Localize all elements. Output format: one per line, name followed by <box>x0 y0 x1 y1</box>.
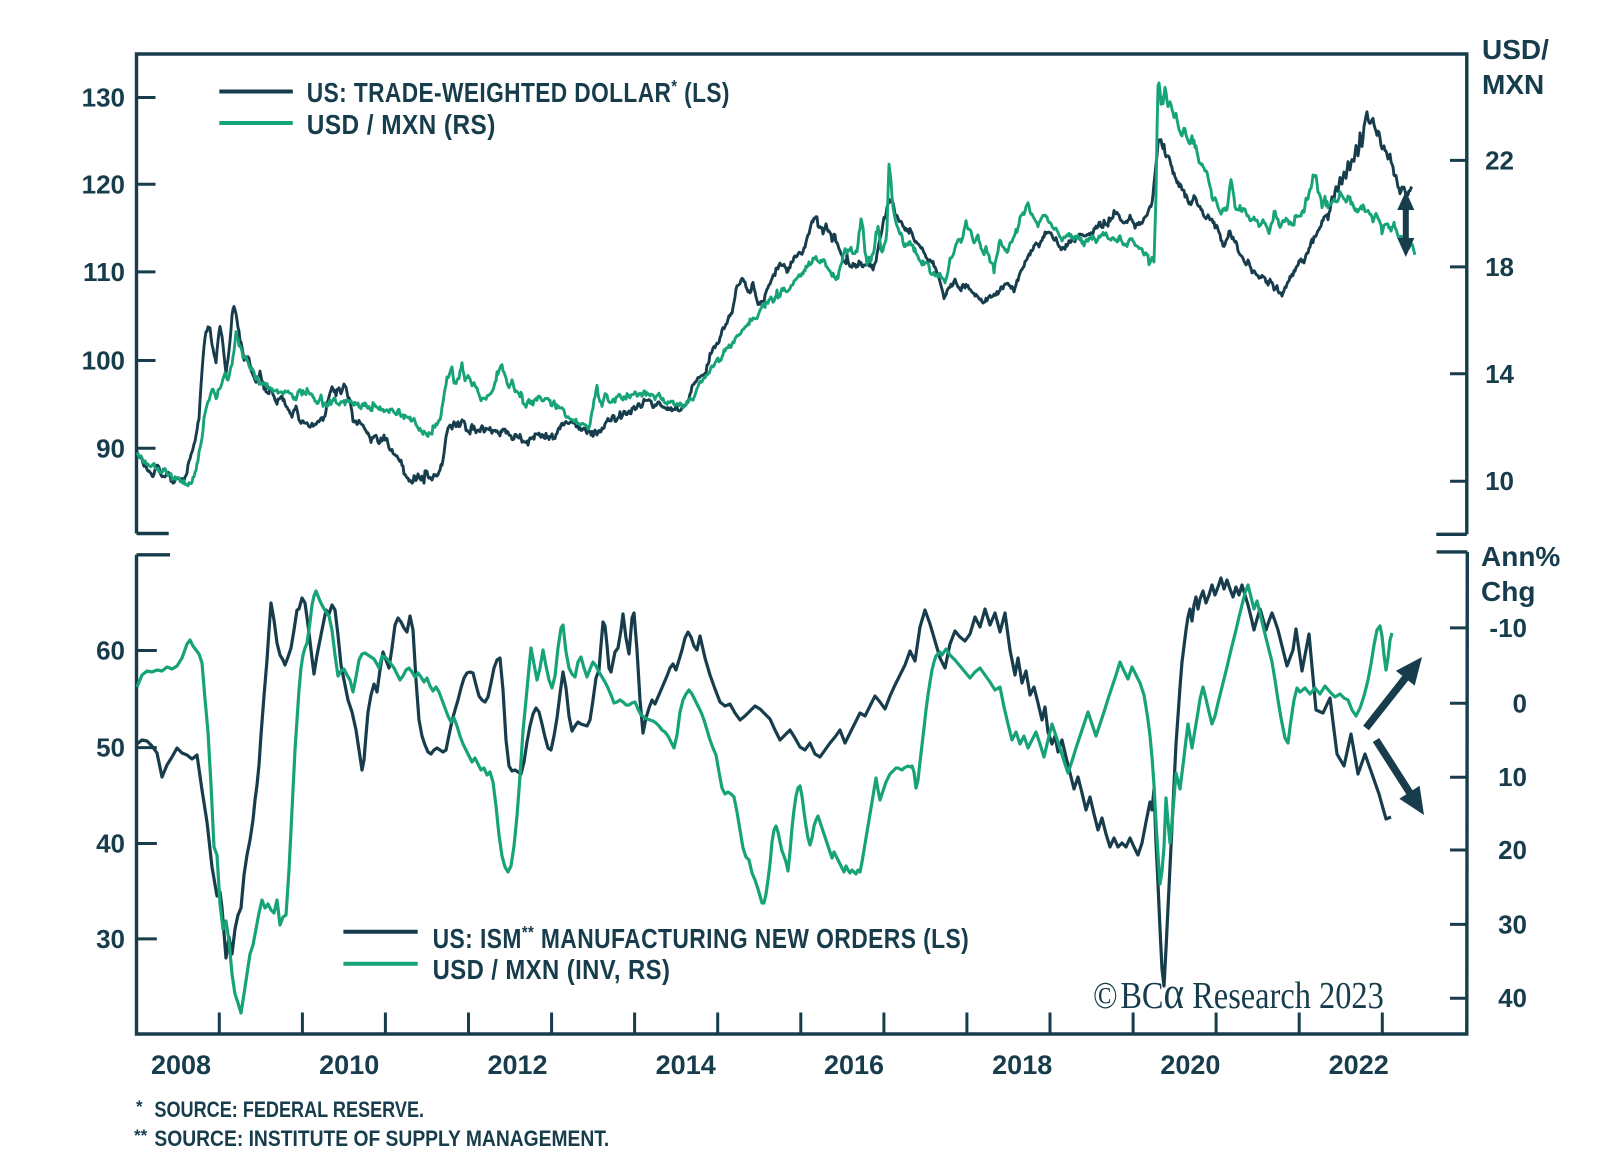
svg-text:10: 10 <box>1485 466 1514 496</box>
svg-text:110: 110 <box>83 257 125 287</box>
svg-text:0: 0 <box>1513 688 1527 718</box>
svg-text:SOURCE: INSTITUTE OF SUPPLY MA: SOURCE: INSTITUTE OF SUPPLY MANAGEMENT. <box>154 1127 609 1151</box>
svg-text:2020: 2020 <box>1160 1050 1220 1080</box>
svg-text:MXN: MXN <box>1482 69 1544 100</box>
svg-text:**: ** <box>134 1126 148 1145</box>
svg-text:US: TRADE-WEIGHTED DOLLAR* (LS: US: TRADE-WEIGHTED DOLLAR* (LS) <box>307 77 730 109</box>
svg-text:22: 22 <box>1485 145 1514 175</box>
svg-text:40: 40 <box>96 829 125 859</box>
svg-text:USD / MXN (RS): USD / MXN (RS) <box>307 108 496 140</box>
svg-text:*: * <box>136 1097 143 1116</box>
svg-text:20: 20 <box>1498 835 1527 865</box>
svg-text:30: 30 <box>1498 909 1527 939</box>
svg-text:2022: 2022 <box>1329 1050 1389 1080</box>
svg-text:120: 120 <box>82 169 125 199</box>
svg-text:Ann%: Ann% <box>1481 541 1560 572</box>
svg-text:2010: 2010 <box>319 1050 379 1080</box>
svg-text:50: 50 <box>96 733 125 763</box>
svg-text:90: 90 <box>96 433 125 463</box>
svg-text:2014: 2014 <box>656 1050 716 1080</box>
svg-text:USD / MXN (INV, RS): USD / MXN (INV, RS) <box>433 953 671 985</box>
svg-text:USD/: USD/ <box>1482 34 1549 65</box>
svg-text:2016: 2016 <box>824 1050 884 1080</box>
svg-text:30: 30 <box>96 924 125 954</box>
svg-text:40: 40 <box>1498 983 1527 1013</box>
svg-text:Chg: Chg <box>1481 576 1535 607</box>
svg-text:100: 100 <box>82 346 125 376</box>
svg-text:-10: -10 <box>1489 613 1527 643</box>
svg-text:SOURCE: FEDERAL RESERVE.: SOURCE: FEDERAL RESERVE. <box>154 1098 424 1122</box>
svg-text:2018: 2018 <box>992 1050 1052 1080</box>
svg-text:US: ISM** MANUFACTURING NEW OR: US: ISM** MANUFACTURING NEW ORDERS (LS) <box>433 923 970 955</box>
svg-text:2008: 2008 <box>151 1050 211 1080</box>
svg-text:© BCα Research 2023: © BCα Research 2023 <box>1093 968 1384 1019</box>
svg-text:18: 18 <box>1485 252 1514 282</box>
svg-text:60: 60 <box>96 636 125 666</box>
svg-text:14: 14 <box>1485 359 1514 389</box>
svg-text:2012: 2012 <box>487 1050 547 1080</box>
svg-text:10: 10 <box>1498 762 1527 792</box>
svg-text:130: 130 <box>82 83 125 113</box>
